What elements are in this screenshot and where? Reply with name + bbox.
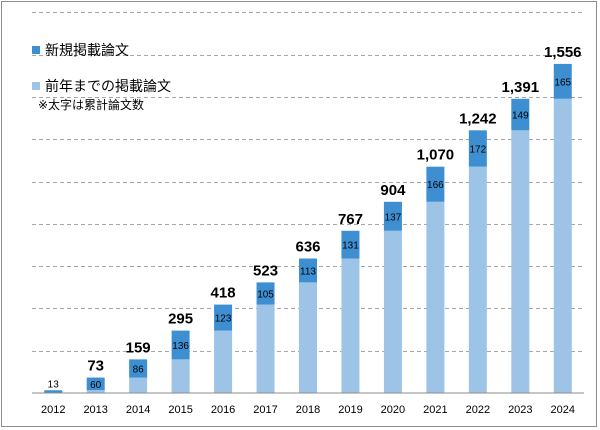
- bar-previous-2013: [86, 390, 105, 393]
- total-value-label: 1,070: [417, 147, 455, 164]
- bar-new-2012: [44, 390, 63, 393]
- total-value-label: 523: [253, 262, 278, 279]
- total-value-label: 418: [211, 285, 236, 302]
- bar-previous-2016: [214, 330, 233, 393]
- new-value-label: 136: [172, 341, 189, 352]
- bar-new-2016: [214, 304, 233, 331]
- bar-previous-2024: [553, 98, 572, 393]
- legend-note: ※太字は累計論文数: [38, 97, 144, 112]
- new-value-label: 131: [342, 241, 359, 252]
- new-value-label: 13: [48, 379, 60, 390]
- total-value-label: 1,242: [459, 110, 497, 127]
- new-value-label: 137: [385, 212, 402, 223]
- new-value-label: 165: [554, 77, 571, 88]
- new-value-label: 149: [512, 111, 529, 122]
- x-tick-label: 2019: [338, 404, 362, 416]
- bar-previous-2015: [171, 359, 190, 393]
- bar-new-2021: [426, 166, 445, 202]
- legend: 新規掲載論文 前年までの掲載論文 ※太字は累計論文数: [32, 42, 171, 112]
- bar-new-2019: [341, 230, 360, 259]
- new-value-label: 123: [215, 314, 232, 325]
- new-value-label: 60: [90, 380, 102, 391]
- bar-previous-2018: [299, 282, 317, 393]
- x-tick-label: 2017: [253, 404, 277, 416]
- bar-new-2015: [171, 330, 190, 360]
- bar-previous-2017: [256, 304, 275, 393]
- new-value-label: 172: [470, 145, 487, 156]
- x-tick-label: 2018: [296, 404, 320, 416]
- total-value-label: 73: [87, 358, 104, 375]
- x-tick-label: 2021: [423, 404, 447, 416]
- legend-swatch-prev: [32, 82, 40, 90]
- legend-label-prev: 前年までの掲載論文: [45, 78, 171, 94]
- new-value-label: 166: [427, 180, 444, 191]
- total-value-label: 767: [338, 211, 363, 228]
- new-value-label: 105: [257, 289, 274, 300]
- bar-new-2024: [553, 63, 572, 99]
- x-tick-labels: 2012 2013 2014 2015 2016 2017 2018 2019 2020 2021…: [41, 404, 575, 416]
- x-tick-label: 2023: [508, 404, 532, 416]
- bar-new-2018: [299, 258, 317, 283]
- legend-swatch-new: [32, 46, 40, 54]
- x-tick-label: 2016: [211, 404, 235, 416]
- total-value-label: 295: [168, 311, 193, 328]
- bar-new-2020: [383, 201, 402, 231]
- total-value-label: 636: [295, 238, 320, 255]
- new-value-label: 86: [133, 364, 145, 375]
- x-tick-label: 2013: [83, 404, 107, 416]
- x-tick-label: 2022: [466, 404, 490, 416]
- bar-previous-2022: [468, 166, 487, 393]
- x-tick-label: 2012: [41, 404, 65, 416]
- x-tick-label: 2015: [168, 404, 192, 416]
- bar-new-2022: [468, 130, 487, 167]
- bar-previous-2021: [426, 201, 445, 393]
- x-tick-label: 2014: [126, 404, 150, 416]
- bars: [44, 63, 572, 393]
- x-tick-label: 2020: [381, 404, 405, 416]
- total-value-label: 159: [126, 339, 151, 356]
- new-value-label: 113: [300, 266, 316, 277]
- total-value-label: 1,391: [502, 79, 540, 96]
- bar-previous-2020: [383, 230, 402, 393]
- bar-previous-2014: [129, 377, 148, 393]
- x-tick-label: 2024: [551, 404, 575, 416]
- legend-label-new: 新規掲載論文: [45, 42, 129, 58]
- bar-previous-2023: [511, 130, 530, 393]
- data-labels: 13 60 73 86 159 136 295 123 418 105 523 113 636 131 76…: [48, 44, 582, 391]
- bar-new-2017: [256, 282, 275, 305]
- bar-new-2013: [86, 377, 105, 391]
- total-value-label: 904: [380, 182, 406, 199]
- bar-new-2023: [511, 98, 530, 131]
- bar-previous-2019: [341, 258, 360, 393]
- bar-new-2014: [129, 359, 148, 378]
- total-value-label: 1,556: [544, 44, 582, 61]
